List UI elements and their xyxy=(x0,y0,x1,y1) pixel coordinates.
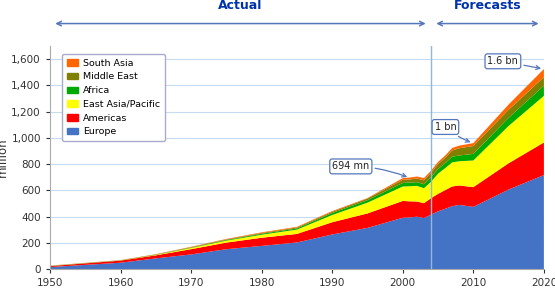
Legend: South Asia, Middle East, Africa, East Asia/Pacific, Americas, Europe: South Asia, Middle East, Africa, East As… xyxy=(62,54,165,141)
Text: Actual: Actual xyxy=(218,0,263,13)
Y-axis label: million: million xyxy=(0,138,8,177)
Text: 1.6 bn: 1.6 bn xyxy=(487,56,540,69)
Text: 694 mn: 694 mn xyxy=(332,162,406,177)
Text: Forecasts: Forecasts xyxy=(453,0,521,13)
Text: 1 bn: 1 bn xyxy=(435,122,470,142)
